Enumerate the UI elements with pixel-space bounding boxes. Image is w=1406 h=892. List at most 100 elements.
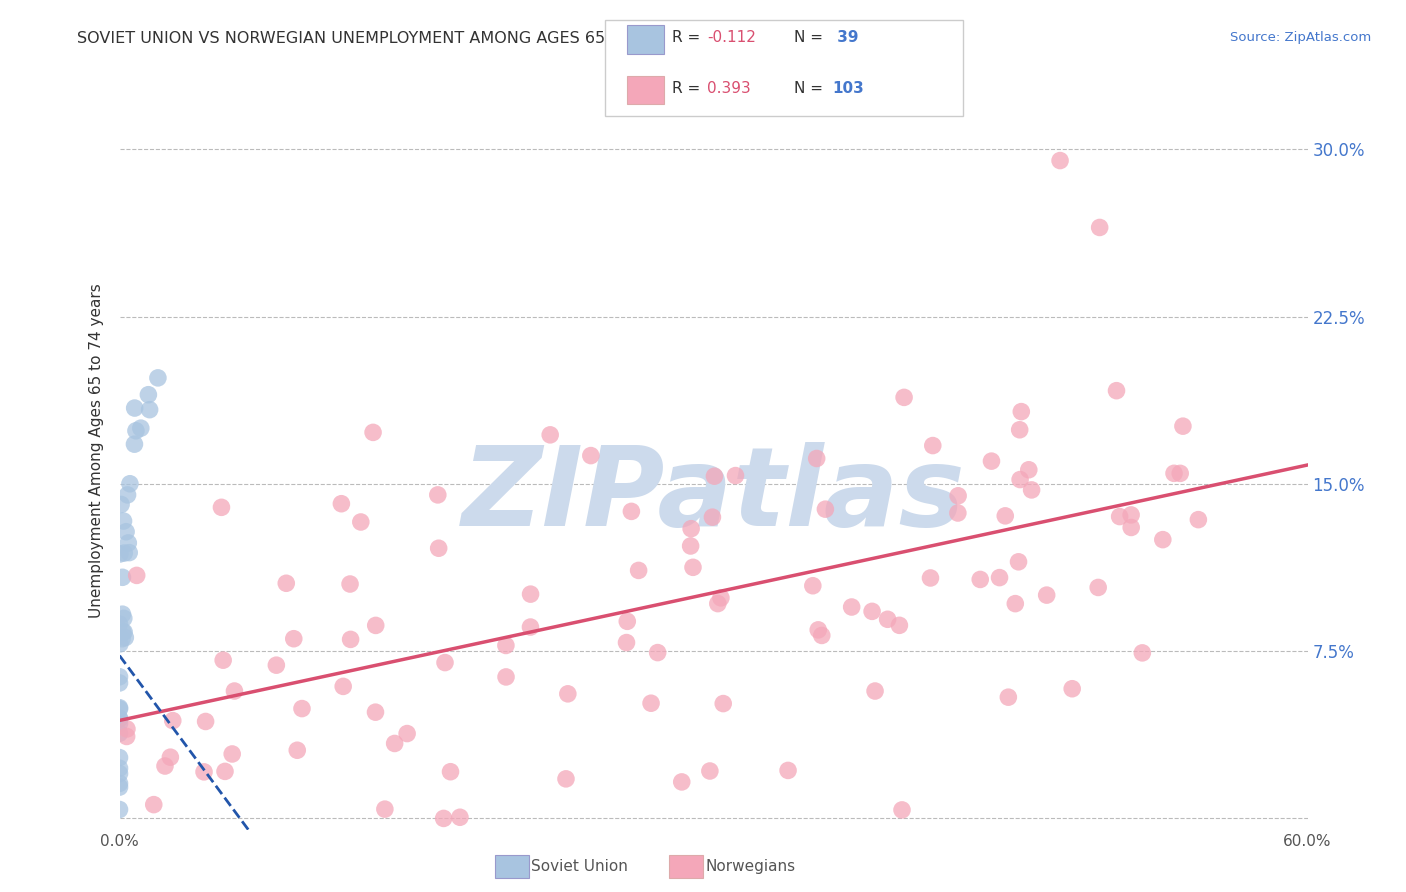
Text: Source: ZipAtlas.com: Source: ZipAtlas.com [1230,31,1371,45]
Point [557,687,579,701]
Point [111,624,134,639]
Point [1062,681,1084,696]
Point [1008,423,1031,437]
Point [108,617,131,632]
Point [124,437,146,451]
Point [876,612,898,626]
Point [283,632,305,646]
Point [702,510,724,524]
Point [1088,220,1111,235]
Point [920,571,942,585]
Point [112,625,135,640]
Point [997,690,1019,705]
Point [439,764,461,779]
Point [801,579,824,593]
Point [807,623,830,637]
Point [699,764,721,778]
Point [616,615,638,629]
Point [1152,533,1174,547]
Point [889,618,911,632]
Point [111,570,134,584]
Point [115,524,138,539]
Point [921,439,943,453]
Point [330,497,353,511]
Text: Soviet Union: Soviet Union [531,859,628,873]
Point [224,684,246,698]
Point [969,573,991,587]
Point [1035,588,1057,602]
Point [108,712,131,726]
Point [125,424,148,438]
Point [711,697,734,711]
Point [339,632,361,647]
Point [671,775,693,789]
Point [374,802,396,816]
Point [214,764,236,779]
Point [124,401,146,415]
Point [266,658,288,673]
Point [426,488,449,502]
Point [364,618,387,632]
Point [384,736,406,750]
Point [994,508,1017,523]
Point [682,560,704,574]
Point [538,427,561,442]
Text: -0.112: -0.112 [707,30,756,45]
Point [806,451,828,466]
Point [495,670,517,684]
Point [108,547,131,561]
Point [125,568,148,582]
Point [495,639,517,653]
Point [647,646,669,660]
Point [519,620,541,634]
Point [946,489,969,503]
Point [108,766,131,780]
Point [117,488,139,502]
Point [115,730,138,744]
Point [433,812,456,826]
Point [810,628,832,642]
Point [108,637,131,651]
Point [129,421,152,435]
Point [1121,520,1143,534]
Point [108,702,131,716]
Point [118,546,141,560]
Point [434,656,457,670]
Point [860,604,883,618]
Point [108,676,131,690]
Text: N =: N = [794,81,828,95]
Point [1108,509,1130,524]
Point [361,425,384,440]
Point [988,571,1011,585]
Text: SOVIET UNION VS NORWEGIAN UNEMPLOYMENT AMONG AGES 65 TO 74 YEARS CORRELATION CHA: SOVIET UNION VS NORWEGIAN UNEMPLOYMENT A… [77,31,894,46]
Point [111,632,134,646]
Point [153,759,176,773]
Point [396,726,419,740]
Point [1021,483,1043,497]
Point [616,635,638,649]
Point [555,772,578,786]
Point [1018,463,1040,477]
Point [579,449,602,463]
Point [1087,581,1109,595]
Y-axis label: Unemployment Among Ages 65 to 74 years: Unemployment Among Ages 65 to 74 years [89,283,104,618]
Point [724,468,747,483]
Point [332,679,354,693]
Point [108,700,131,714]
Point [212,653,235,667]
Point [108,803,131,817]
Point [1130,646,1153,660]
Point [640,696,662,710]
Point [891,803,914,817]
Point [108,750,131,764]
Text: ZIPatlas: ZIPatlas [461,442,966,549]
Point [1168,467,1191,481]
Point [1105,384,1128,398]
Point [211,500,233,515]
Point [1119,508,1142,522]
Point [146,371,169,385]
Point [681,522,703,536]
Point [703,469,725,483]
Point [1049,153,1071,168]
Text: 0.393: 0.393 [707,81,751,95]
